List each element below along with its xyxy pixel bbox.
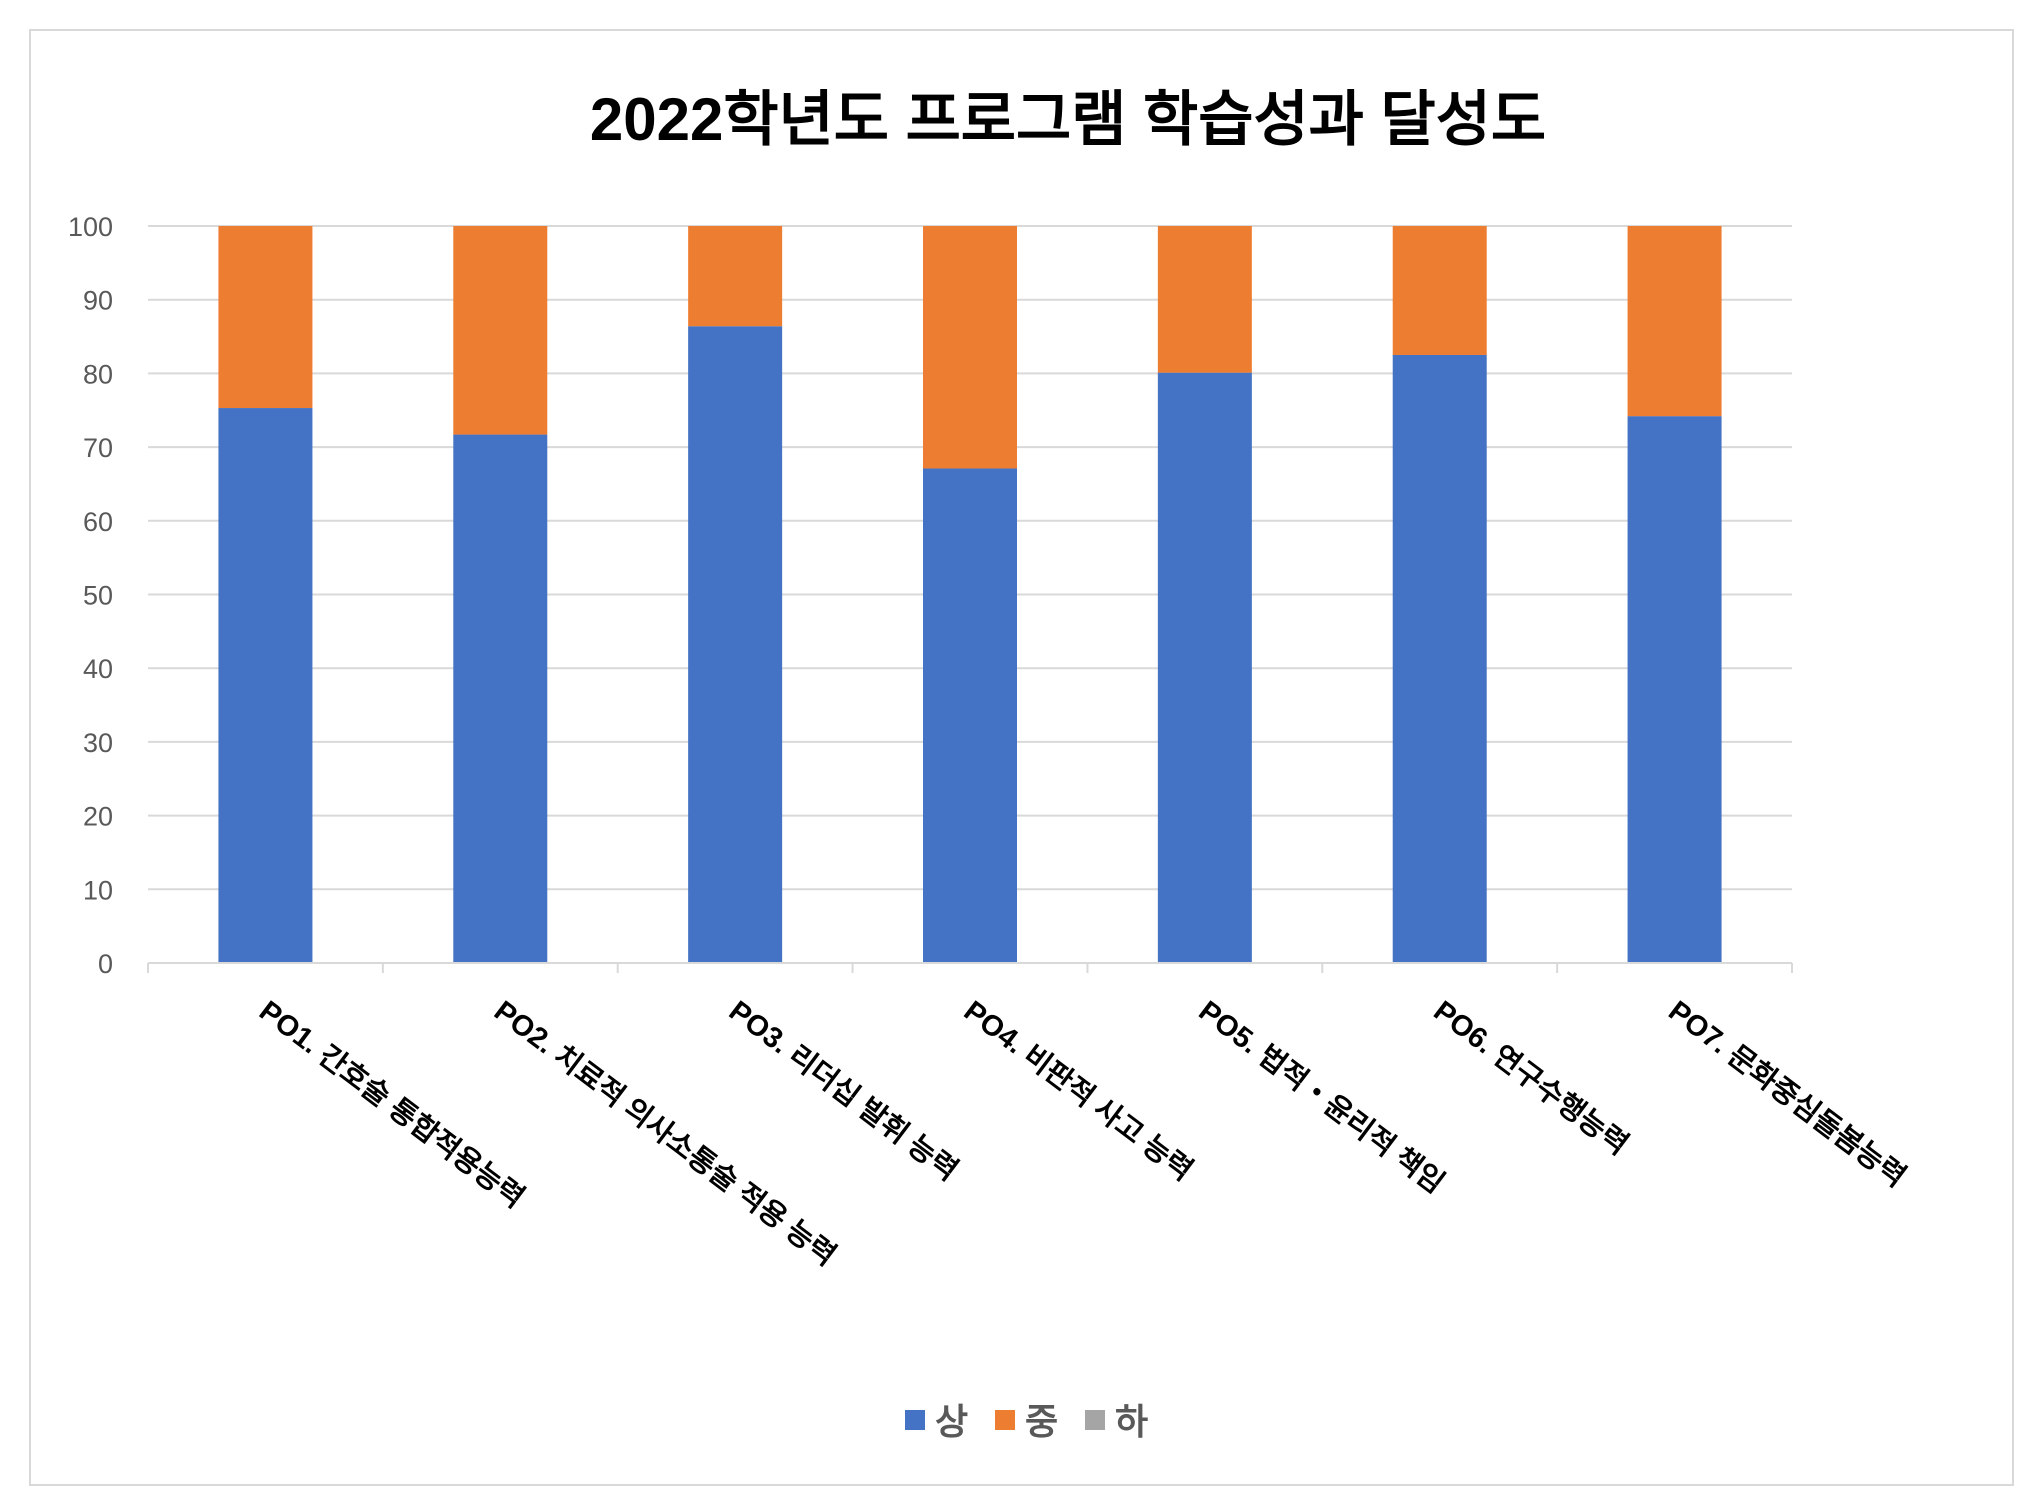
bar-상-1 [218, 408, 313, 963]
legend-label: 중 [1025, 1401, 1058, 1442]
bar-중-3 [688, 226, 783, 327]
y-tick-label: 0 [98, 949, 113, 979]
y-axis-ticks: 0 10 20 30 40 50 60 70 80 90 100 [68, 212, 113, 979]
y-tick-label: 60 [83, 507, 113, 537]
legend-label: 상 [935, 1401, 968, 1442]
x-axis-label: PO3. 리더십 발휘 능력 [723, 994, 964, 1187]
bar-상-3 [688, 326, 783, 963]
y-tick-label: 30 [83, 728, 113, 758]
bar-상-4 [923, 468, 1017, 963]
y-tick-label: 10 [83, 875, 113, 905]
y-tick-label: 20 [83, 802, 113, 832]
x-axis-label: PO1. 간호술 통합적용능력 [253, 994, 530, 1214]
bars [218, 226, 1722, 964]
x-axis-label: PO4. 비판적 사고 능력 [958, 994, 1199, 1187]
legend-swatch-2 [995, 1410, 1015, 1430]
bar-중-5 [1157, 226, 1252, 373]
chart-title: 2022학년도 프로그램 학습성과 달성도 [590, 86, 1546, 153]
bar-상-5 [1157, 372, 1252, 964]
x-axis-label: PO6. 연구수행능력 [1428, 994, 1635, 1161]
x-axis-label: PO5. 법적・윤리적 책임 [1193, 994, 1451, 1200]
bar-중-4 [923, 226, 1017, 469]
bar-중-6 [1392, 226, 1487, 355]
bar-상-7 [1627, 416, 1722, 963]
x-axis [147, 962, 1793, 973]
x-axis-label: PO7. 문화중심돌봄능력 [1662, 994, 1912, 1193]
bar-상-2 [453, 434, 548, 963]
y-tick-label: 70 [83, 433, 113, 463]
bar-중-7 [1627, 226, 1722, 417]
y-tick-label: 100 [68, 212, 113, 242]
y-tick-label: 50 [83, 581, 113, 611]
legend-swatch-1 [905, 1410, 925, 1430]
legend-swatch-3 [1085, 1410, 1105, 1430]
y-tick-label: 90 [83, 286, 113, 316]
bar-상-6 [1392, 354, 1487, 964]
legend-label: 하 [1115, 1401, 1148, 1442]
bar-중-1 [218, 226, 313, 409]
y-tick-label: 80 [83, 359, 113, 389]
y-tick-label: 40 [83, 654, 113, 684]
bar-중-2 [453, 226, 548, 435]
